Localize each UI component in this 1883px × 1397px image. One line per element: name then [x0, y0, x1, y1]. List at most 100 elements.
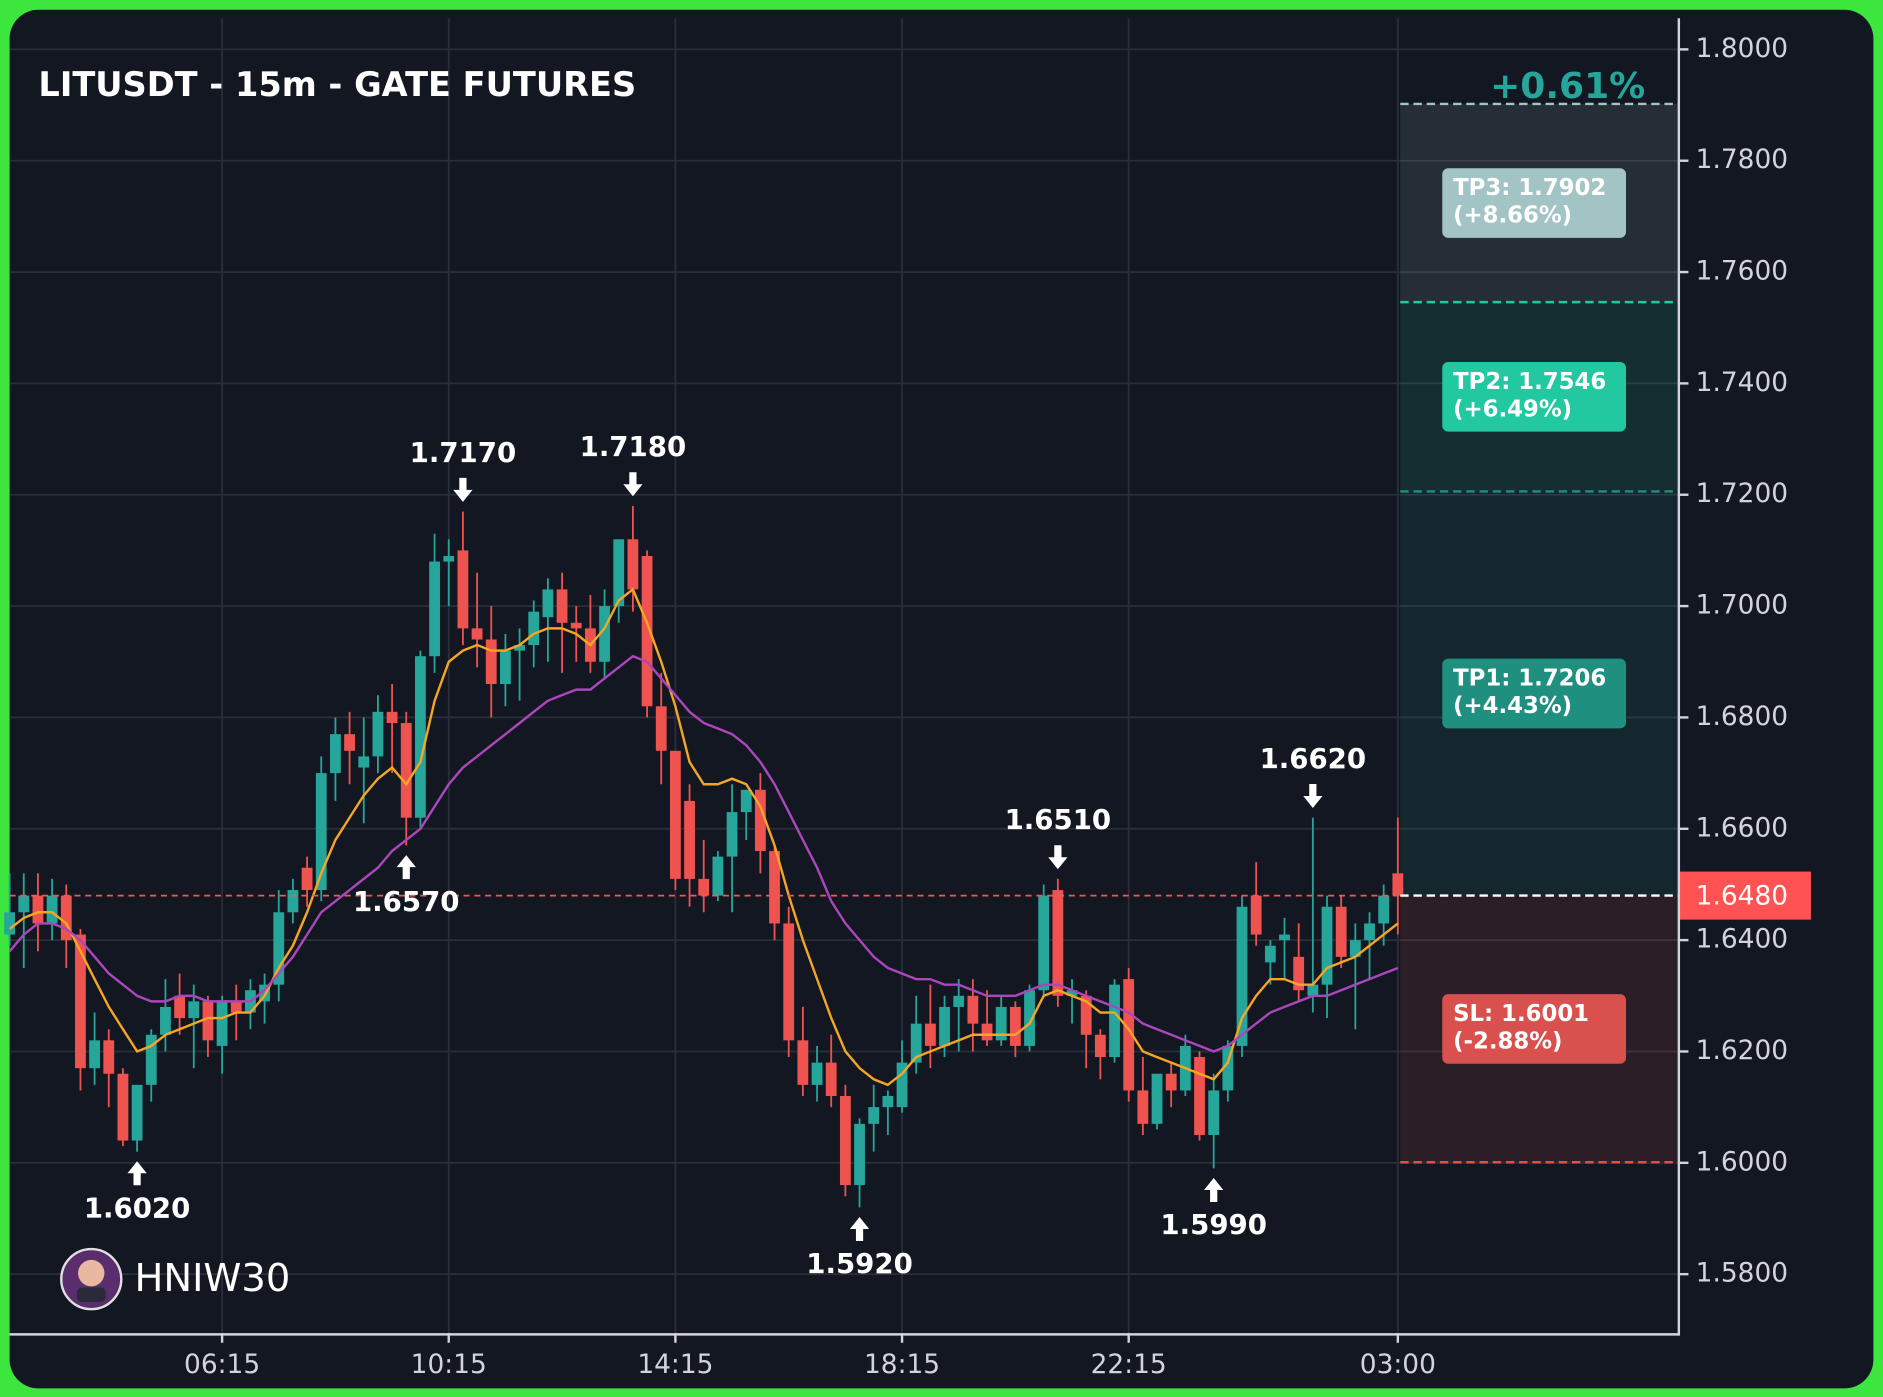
annotation-label: 1.5920	[806, 1247, 913, 1280]
plot	[4, 505, 1404, 1208]
grid: 1.8000 1.7800 1.7600 1.7400 1.7200 1.7000 1.68…	[9, 18, 1788, 1380]
candle-body	[726, 812, 738, 857]
candle-body	[117, 1073, 129, 1141]
x-tick-label: 18:15	[864, 1349, 940, 1380]
candle-body	[1094, 1034, 1106, 1058]
annotation-label: 1.6570	[353, 885, 460, 918]
candle-body	[854, 1123, 865, 1186]
candle-body	[613, 539, 625, 607]
annotation-arrow	[1048, 845, 1068, 870]
level-label: TP3: 1.7902	[1453, 175, 1606, 201]
candle-body	[1109, 984, 1120, 1058]
candle-body	[655, 706, 667, 751]
candle-body	[1364, 923, 1375, 941]
candle-body	[839, 1096, 851, 1186]
candle-body	[315, 773, 327, 891]
chart-panel	[9, 9, 1874, 1389]
candle-body	[542, 589, 554, 618]
candle-body	[485, 639, 497, 685]
candle-body	[910, 1023, 922, 1063]
candle-body	[995, 1006, 1007, 1041]
overlay: TP3: 1.7902(+8.66%) TP2: 1.7546(+6.49%) TP…	[9, 102, 1811, 1280]
candle-body	[669, 750, 681, 879]
candle-body	[358, 756, 370, 768]
candle-body	[1236, 906, 1248, 1046]
candle-body	[1222, 1045, 1234, 1091]
candle-body	[1194, 1057, 1205, 1135]
candle-body	[528, 611, 540, 646]
candle-body	[400, 723, 412, 818]
level-label-box	[1442, 658, 1627, 729]
candle-body	[627, 539, 639, 590]
candle-body	[344, 734, 355, 751]
candle-body	[372, 711, 384, 757]
candle-body	[386, 711, 398, 724]
y-tick-label: 1.7600	[1696, 256, 1788, 287]
candle-body	[896, 1062, 908, 1108]
ma-line	[8, 587, 1399, 1087]
y-tick-label: 1.7400	[1696, 367, 1788, 398]
candle-body	[46, 895, 58, 924]
candle-body	[1165, 1073, 1177, 1091]
candle-body	[1264, 945, 1276, 963]
level-label: TP2: 1.7546	[1453, 369, 1606, 395]
candle-body	[4, 912, 16, 935]
candle-body	[18, 895, 30, 913]
candle-body	[259, 984, 270, 1002]
y-tick-label: 1.6000	[1696, 1146, 1788, 1177]
candle-body	[216, 1001, 228, 1046]
candle-body	[287, 890, 299, 913]
candle-body	[415, 656, 426, 818]
watermark: HNIW30	[60, 1247, 291, 1311]
candle-body	[1250, 895, 1262, 935]
candle-body	[1137, 1090, 1149, 1124]
candle-body	[89, 1040, 101, 1069]
y-tick-label: 1.6800	[1696, 701, 1788, 732]
x-tick-label: 06:15	[184, 1349, 260, 1380]
candle-body	[1349, 940, 1361, 957]
candle-body	[1123, 979, 1135, 1091]
candle-body	[981, 1023, 993, 1041]
level-label: TP1: 1.7206	[1453, 666, 1606, 692]
candle-body	[273, 912, 285, 985]
candle-body	[1293, 956, 1305, 991]
level-label-box	[1442, 168, 1627, 238]
level-change: (+4.43%)	[1453, 693, 1572, 719]
candle-body	[60, 895, 72, 941]
candle-body	[330, 734, 341, 774]
candle-body	[1378, 895, 1390, 924]
candle-body	[1208, 1090, 1220, 1135]
candle-body	[939, 1006, 950, 1046]
y-tick-label: 1.5800	[1696, 1258, 1788, 1289]
candle-body	[1307, 984, 1319, 996]
candle-body	[301, 867, 313, 891]
candle-body	[570, 622, 582, 629]
candle-body	[174, 995, 185, 1019]
level-change: (+8.66%)	[1453, 203, 1572, 229]
x-tick-label: 22:15	[1091, 1349, 1167, 1380]
candle-body	[811, 1062, 823, 1085]
candle-body	[500, 650, 511, 685]
candle-body	[754, 789, 766, 852]
candle-body	[1335, 906, 1347, 957]
candle-body	[131, 1084, 143, 1141]
candle-body	[188, 1001, 200, 1019]
candle-body	[924, 1023, 936, 1046]
candle-body	[599, 606, 610, 662]
watermark-text: HNIW30	[135, 1256, 291, 1301]
level-change: (-2.88%)	[1453, 1029, 1562, 1055]
annotation-arrow	[396, 855, 416, 880]
candle-body	[160, 1006, 171, 1035]
candle-body	[429, 561, 440, 657]
candle-body	[457, 550, 469, 629]
candle-body	[825, 1062, 837, 1097]
annotation-arrow	[623, 472, 643, 497]
candle-body	[1392, 873, 1404, 896]
level-label: SL: 1.6001	[1453, 1001, 1589, 1027]
candle-body	[740, 789, 752, 813]
candle-body	[712, 856, 724, 896]
candle-body	[1151, 1073, 1163, 1124]
candle-body	[230, 1001, 242, 1013]
x-tick-label: 10:15	[411, 1349, 487, 1380]
